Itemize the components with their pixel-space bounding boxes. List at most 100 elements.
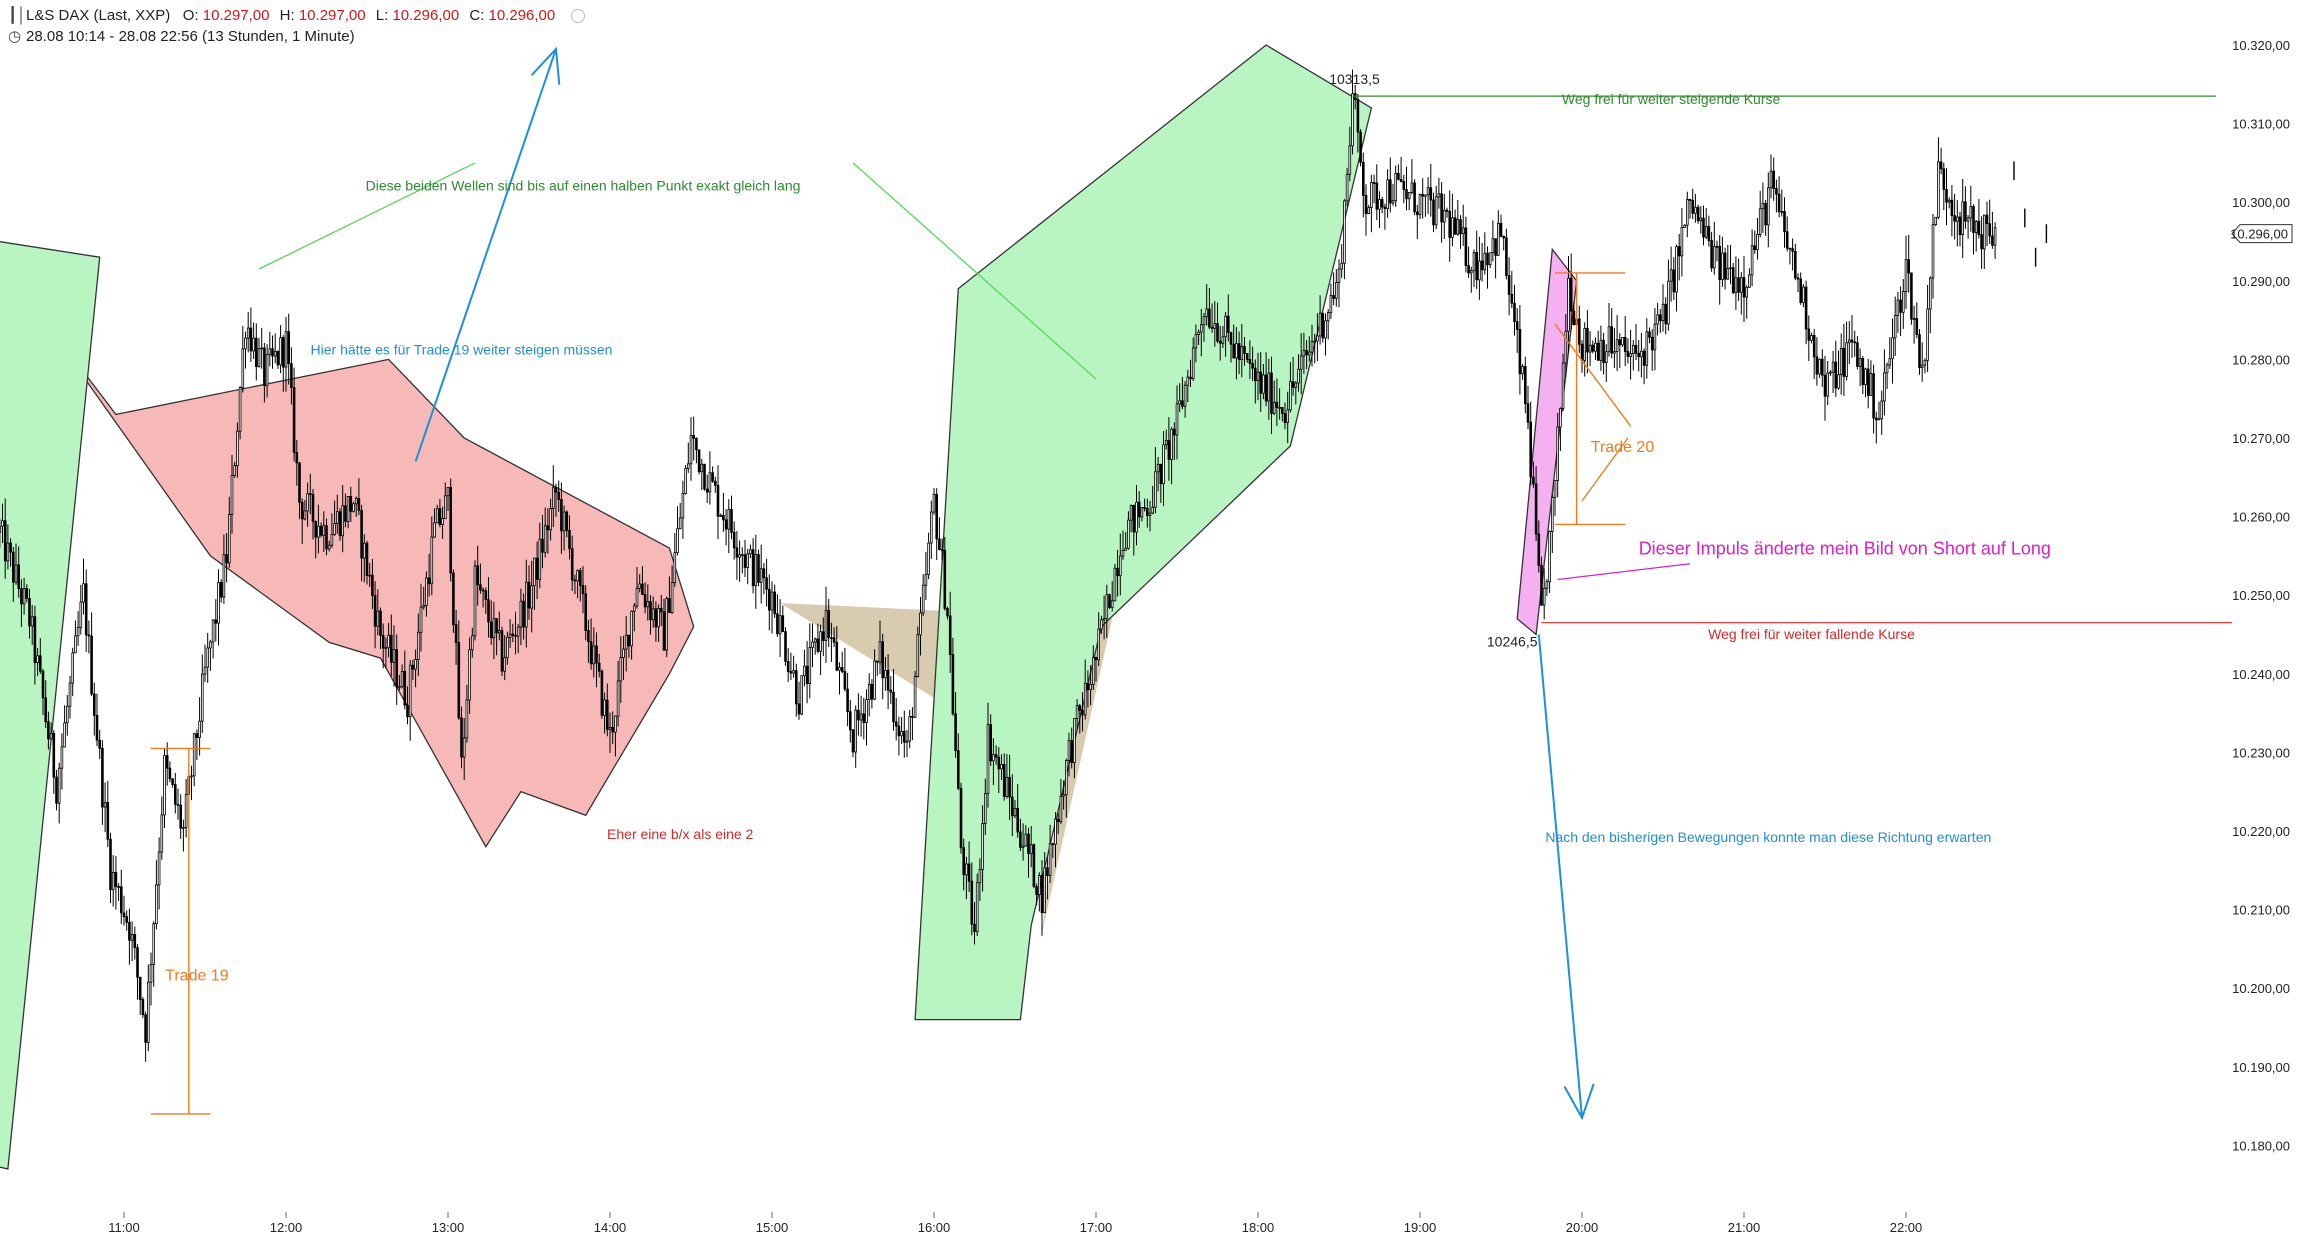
candle-body — [1032, 844, 1036, 887]
candle-body — [581, 585, 585, 595]
candle-body — [470, 635, 474, 651]
candle-body — [1677, 246, 1681, 257]
annotation-text: Nach den bisherigen Bewegungen konnte ma… — [1545, 829, 1991, 845]
candle-body — [1267, 372, 1271, 402]
candle-body — [948, 615, 952, 655]
candle-body — [1777, 193, 1781, 213]
candle-body — [179, 804, 183, 829]
candle-body — [1845, 342, 1848, 377]
candle-body — [1488, 252, 1492, 266]
candle-body — [1491, 238, 1495, 254]
candle-body — [1848, 339, 1851, 344]
candle-body — [1667, 280, 1670, 325]
candle-body — [1062, 794, 1065, 797]
candle-body — [840, 667, 844, 672]
candle-body — [1013, 807, 1017, 817]
candle-body — [1934, 216, 1938, 226]
candle-body — [1407, 192, 1411, 200]
candle-body — [1769, 170, 1773, 189]
candle-body — [1000, 764, 1003, 770]
candle-body — [1445, 209, 1449, 212]
candle-body — [257, 348, 261, 367]
candle-body — [1483, 252, 1487, 271]
candle-body — [1542, 587, 1546, 606]
candle-body — [1, 520, 4, 527]
candle-body — [9, 542, 12, 553]
candle-body — [506, 636, 509, 659]
candle-body — [989, 724, 992, 762]
candle-body — [349, 496, 353, 512]
candle-body — [1210, 326, 1214, 329]
candle-body — [317, 525, 320, 538]
arrow-head — [1563, 1083, 1595, 1121]
candle-body — [1389, 179, 1392, 204]
candle-body — [1580, 343, 1584, 361]
candle-body — [579, 570, 582, 586]
candle-body — [101, 747, 104, 808]
candle-body — [333, 523, 336, 535]
candle-body — [1688, 198, 1692, 201]
candle-body — [1823, 374, 1827, 397]
candle-body — [1073, 718, 1076, 763]
candle-body — [1011, 796, 1014, 817]
candle-body — [311, 494, 315, 522]
candle-body — [533, 557, 536, 587]
candle-body — [913, 676, 917, 718]
candle-body — [1186, 376, 1190, 386]
candle-body — [1499, 223, 1503, 237]
candle-body — [1135, 501, 1138, 533]
candle-body — [414, 659, 417, 670]
candle-body — [573, 579, 577, 582]
candle-body — [1194, 334, 1198, 349]
candle-body — [371, 574, 374, 596]
candle-body — [1977, 220, 1981, 235]
candle-body — [1615, 339, 1619, 352]
x-tick-label: 21:00 — [1728, 1220, 1761, 1235]
candle-body — [1278, 407, 1281, 409]
candle-body — [695, 437, 698, 451]
candle-body — [1375, 182, 1379, 210]
candle-body — [400, 670, 404, 688]
candle-body — [1294, 382, 1298, 388]
candle-body — [641, 583, 644, 595]
candle-body — [921, 584, 925, 614]
candle-body — [249, 327, 253, 352]
candle-body — [1569, 277, 1573, 312]
candle-body — [1413, 182, 1416, 213]
candle-body — [1102, 617, 1106, 621]
candle-body — [1918, 334, 1921, 368]
trade-20-measure — [1555, 272, 1626, 526]
green-wave-zone-2 — [914, 44, 1373, 1021]
settings-circle-icon[interactable] — [571, 9, 586, 24]
candle-body — [603, 699, 606, 716]
candle-body — [384, 647, 388, 650]
candle-body — [389, 634, 393, 663]
candle-body — [368, 574, 371, 577]
candle-body — [735, 547, 739, 558]
candle-body — [651, 608, 655, 621]
candle-body — [325, 525, 328, 550]
candle-body — [1043, 867, 1047, 914]
y-tick-label: 10.310,00 — [2232, 117, 2290, 132]
candle-body — [965, 863, 968, 876]
candle-body — [1923, 359, 1927, 366]
candle-body — [554, 487, 558, 493]
candle-body — [1097, 628, 1101, 661]
candle-body — [1351, 93, 1354, 147]
y-tick-label: 10.260,00 — [2232, 510, 2290, 525]
candle-body — [1221, 336, 1225, 344]
candle-body — [635, 587, 639, 607]
candle-body — [832, 637, 836, 643]
candle-body — [1416, 211, 1419, 216]
candle-body — [233, 465, 237, 476]
candle-body — [1942, 168, 1946, 190]
candlestick-icon: ┃│ — [8, 7, 27, 24]
candle-body — [36, 655, 39, 663]
candle-body — [52, 732, 56, 778]
candle-body — [1872, 373, 1875, 419]
candle-body — [714, 480, 717, 486]
candle-body — [908, 715, 911, 742]
candle-body — [830, 637, 833, 639]
